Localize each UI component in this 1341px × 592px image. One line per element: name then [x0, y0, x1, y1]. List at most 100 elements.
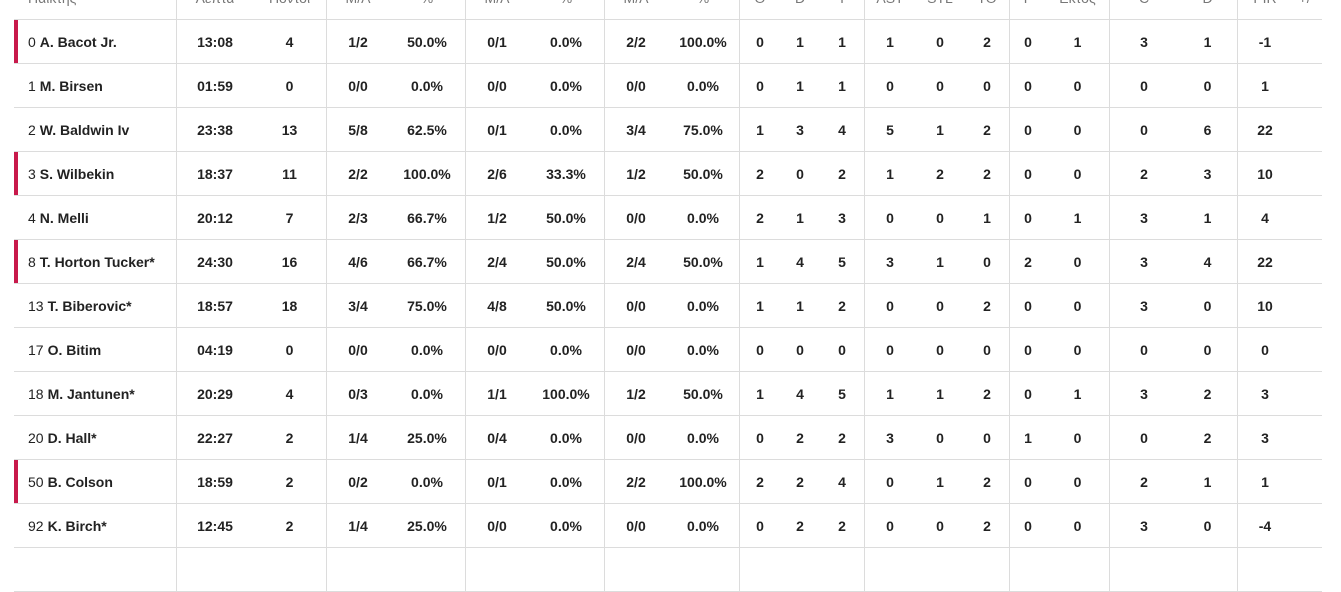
player-number: 2 [28, 121, 36, 138]
stat-value: 0/0 [626, 209, 646, 226]
player-cell: 18 M. Jantunen* [14, 372, 177, 415]
stat-value: 1/2 [626, 165, 646, 182]
player-cell: 2 W. Baldwin Iv [14, 108, 177, 151]
box-score-table: ΠαίκτηςΛεπτάΠόντοιΜ/Α%Μ/Α%Μ/Α%ODTASTSTLT… [14, 0, 1322, 592]
stat-cell: 50.0% [528, 240, 605, 283]
player-name: M. Jantunen* [47, 385, 135, 402]
stat-value: 0 [1140, 121, 1148, 138]
stat-cell: 0 [253, 328, 327, 371]
header-cell: T [820, 0, 865, 19]
stat-cell: 3 [1110, 504, 1178, 547]
stat-cell: 0/0 [605, 64, 667, 107]
stat-cell: 50.0% [528, 284, 605, 327]
stat-value: 1 [1203, 209, 1212, 226]
stat-cell: 0 [1046, 328, 1110, 371]
stat-value: 25.0% [407, 517, 447, 534]
stat-cell: 2 [1110, 460, 1178, 503]
stat-value: 2 [285, 517, 294, 534]
stat-value: 50.0% [546, 297, 586, 314]
stat-value: 2/4 [487, 253, 507, 270]
empty-cell [605, 548, 667, 591]
stat-cell: 4 [1178, 240, 1238, 283]
stat-cell: 0 [865, 460, 915, 503]
stat-value: 3 [1140, 253, 1148, 270]
stat-cell: 0 [780, 152, 820, 195]
stat-cell: 0 [740, 416, 780, 459]
player-number: 50 [28, 473, 44, 490]
player-row: 2 W. Baldwin Iv 23:38 13 5/8 62.5% 0/1 0.0% 3/4 7… [14, 108, 1322, 152]
stat-value: 0/3 [348, 385, 368, 402]
page: ΠαίκτηςΛεπτάΠόντοιΜ/Α%Μ/Α%Μ/Α%ODTASTSTLT… [14, 0, 1322, 592]
stat-value: 0/0 [487, 517, 507, 534]
player-name: W. Baldwin Iv [39, 121, 130, 138]
stat-cell: 18:59 [177, 460, 253, 503]
stat-cell: -1 [1238, 20, 1292, 63]
stat-cell: 3 [820, 196, 865, 239]
stat-value: 4 [796, 385, 804, 402]
empty-cell [1238, 548, 1292, 591]
stat-cell: 3/4 [327, 284, 389, 327]
stat-value: 2 [983, 385, 991, 402]
stat-cell: 4/6 [327, 240, 389, 283]
stat-cell: 3 [1110, 372, 1178, 415]
stat-value: 3/4 [626, 121, 646, 138]
stat-cell: 0 [915, 328, 965, 371]
stat-cell: 0 [1010, 20, 1046, 63]
stat-value: 1 [936, 253, 944, 270]
empty-cell [1292, 548, 1322, 591]
stat-cell: 0.0% [528, 460, 605, 503]
stat-cell: 0/0 [605, 284, 667, 327]
stat-cell: 1 [915, 460, 965, 503]
stat-cell: 0.0% [667, 196, 740, 239]
stat-cell: 0/0 [327, 64, 389, 107]
player-name: A. Bacot Jr. [39, 33, 117, 50]
stat-value: 10 [1257, 165, 1273, 182]
player-number: 20 [28, 429, 44, 446]
stat-cell: 50.0% [667, 240, 740, 283]
player-name: K. Birch* [47, 517, 107, 534]
stat-value: 0 [1203, 77, 1212, 94]
stat-value: 0.0% [411, 77, 443, 94]
stat-cell: 0/1 [466, 20, 528, 63]
header-cell: +/- [1292, 0, 1322, 19]
stat-cell: 0 [1010, 372, 1046, 415]
stat-value: 0 [1073, 121, 1082, 138]
stat-value: 0 [1073, 77, 1082, 94]
empty-cell [667, 548, 740, 591]
stat-value: 0/1 [487, 33, 507, 50]
stat-cell: 3 [780, 108, 820, 151]
stat-cell: 1/4 [327, 416, 389, 459]
stat-value: 1/4 [348, 429, 368, 446]
empty-cell [965, 548, 1010, 591]
player-name: S. Wilbekin [39, 165, 115, 182]
player-number: 4 [28, 209, 36, 226]
stat-value: 2 [285, 473, 294, 490]
stat-value: 0 [1140, 341, 1148, 358]
empty-cell [1178, 548, 1238, 591]
stat-value: 1/2 [487, 209, 507, 226]
player-row: 8 T. Horton Tucker* 24:30 16 4/6 66.7% 2/4 50.0… [14, 240, 1322, 284]
stat-cell: 13 [253, 108, 327, 151]
stat-value: 1/2 [626, 385, 646, 402]
stat-value: 1 [796, 77, 804, 94]
player-number: 18 [28, 385, 44, 402]
stat-cell: 11 [253, 152, 327, 195]
header-cell: % [389, 0, 466, 19]
stat-cell: 22 [1238, 108, 1292, 151]
header-cell: Εκτός [1046, 0, 1110, 19]
stat-value: 0.0% [550, 121, 582, 138]
stat-value: 1 [756, 121, 764, 138]
player-name: T. Horton Tucker* [39, 253, 155, 270]
stat-value: 75.0% [683, 121, 723, 138]
empty-cell [327, 548, 389, 591]
stat-cell: 4 [820, 460, 865, 503]
stat-cell: 0.0% [528, 108, 605, 151]
stat-cell: 5/8 [327, 108, 389, 151]
stat-cell: 3 [1238, 372, 1292, 415]
stat-cell: 0 [865, 196, 915, 239]
stat-value: 18 [281, 297, 298, 314]
stat-value: 0 [285, 341, 294, 358]
stat-cell: 2 [780, 460, 820, 503]
stat-value: 50.0% [683, 165, 723, 182]
stat-cell: 0 [865, 284, 915, 327]
